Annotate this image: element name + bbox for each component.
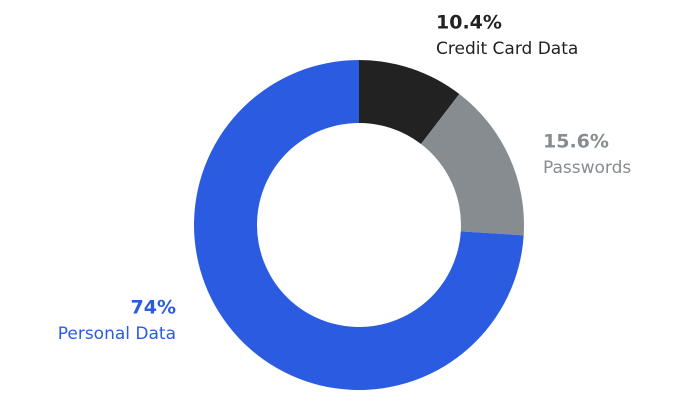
category-label: Credit Card Data [436, 39, 578, 59]
donut-slice [193, 60, 524, 390]
value-label: 10.4% [436, 12, 502, 34]
value-label: 74% [131, 297, 176, 319]
donut-slice [421, 93, 524, 236]
value-label: 15.6% [543, 131, 609, 153]
category-label: Personal Data [58, 324, 176, 344]
category-label: Passwords [543, 158, 631, 178]
donut-slice [359, 60, 460, 145]
